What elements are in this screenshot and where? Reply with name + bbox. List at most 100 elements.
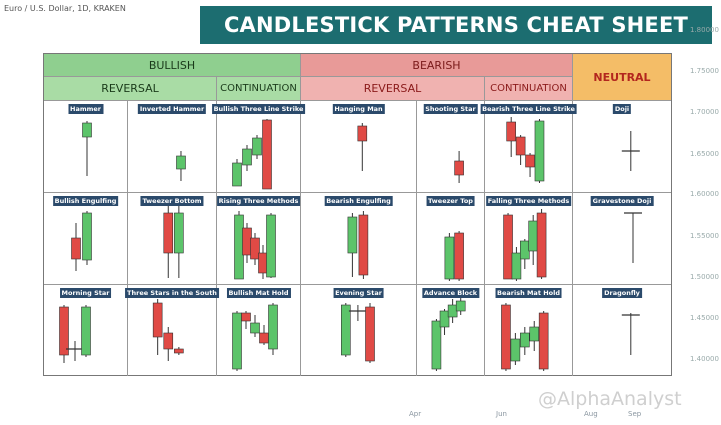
bearish-candle bbox=[241, 312, 251, 322]
pattern-cell: Gravestone Doji bbox=[573, 193, 671, 285]
price-axis: 1.80000 1.75000 1.70000 1.65000 1.60000 … bbox=[686, 0, 721, 400]
pattern-label: Rising Three Methods bbox=[216, 196, 301, 206]
bearish-candle bbox=[454, 160, 464, 176]
price-tick: 1.70000 bbox=[690, 108, 719, 116]
page-title: CANDLESTICK PATTERNS CHEAT SHEET FOR CRY… bbox=[200, 6, 712, 75]
group-bullish: BULLISH bbox=[44, 54, 301, 77]
bullish-candle bbox=[431, 320, 442, 370]
bearish-candle bbox=[357, 125, 368, 142]
bullish-candle bbox=[81, 306, 91, 356]
price-tick: 1.50000 bbox=[690, 273, 719, 281]
bullish-candle bbox=[520, 332, 530, 348]
subgroup-bullish-reversal: REVERSAL bbox=[44, 77, 217, 101]
date-tick: Sep bbox=[628, 410, 642, 418]
date-tick: Apr bbox=[409, 410, 422, 418]
price-tick: 1.65000 bbox=[690, 150, 719, 158]
pattern-cell: Doji bbox=[573, 101, 671, 193]
pattern-label: Doji bbox=[612, 104, 632, 114]
pattern-cell: Three Stars in the South bbox=[125, 285, 219, 376]
bullish-candle bbox=[268, 304, 278, 350]
pattern-cell: Morning Star bbox=[44, 285, 128, 376]
subgroup-bearish-reversal: REVERSAL bbox=[301, 77, 485, 101]
pattern-cell: Hammer bbox=[44, 101, 128, 193]
watermark-text: @AlphaAnalyst bbox=[538, 388, 682, 410]
bullish-candle bbox=[234, 214, 244, 280]
bullish-candle bbox=[439, 310, 450, 328]
pattern-cell: Evening Star bbox=[301, 285, 417, 376]
bullish-candle bbox=[510, 338, 521, 362]
bearish-candle bbox=[538, 312, 549, 370]
pattern-candles bbox=[357, 123, 368, 171]
bullish-candle bbox=[174, 212, 184, 254]
pattern-candles bbox=[454, 151, 464, 183]
bullish-candle bbox=[252, 137, 262, 156]
group-bearish: BEARISH bbox=[301, 54, 573, 77]
pattern-label: Bullish Mat Hold bbox=[226, 288, 291, 298]
pattern-candles bbox=[621, 313, 640, 355]
pattern-label: Bullish Engulfing bbox=[52, 196, 119, 206]
pattern-label: Three Stars in the South bbox=[125, 288, 219, 298]
pattern-label: Falling Three Methods bbox=[485, 196, 572, 206]
pattern-label: Bearish Three Line Strike bbox=[480, 104, 577, 114]
pattern-candles bbox=[621, 131, 640, 171]
pattern-cell: Bearish Engulfing bbox=[301, 193, 417, 285]
bearish-candle bbox=[503, 214, 513, 280]
bearish-candle bbox=[536, 212, 547, 278]
bearish-candle bbox=[163, 212, 174, 254]
bearish-candle bbox=[259, 332, 269, 344]
pattern-candles bbox=[347, 211, 369, 279]
price-tick: 1.60000 bbox=[690, 190, 719, 198]
pattern-candles bbox=[59, 305, 91, 363]
subgroup-bullish-continuation: CONTINUATION bbox=[217, 77, 301, 101]
pattern-cell: Bullish Three Line Strike bbox=[211, 101, 306, 193]
pattern-candles bbox=[232, 119, 272, 190]
bearish-candle bbox=[250, 237, 260, 260]
bullish-candle bbox=[455, 300, 466, 312]
pattern-candles bbox=[501, 303, 549, 371]
bullish-candle bbox=[340, 304, 351, 356]
pattern-label: Tweezer Bottom bbox=[140, 196, 204, 206]
bearish-candle bbox=[365, 306, 375, 362]
pattern-cell: Dragonfly bbox=[573, 285, 671, 376]
bullish-candle bbox=[447, 304, 458, 318]
pattern-cell: Tweezer Bottom bbox=[128, 193, 217, 285]
pattern-label: Hanging Man bbox=[332, 104, 385, 114]
pattern-candles bbox=[71, 211, 92, 271]
pattern-cell: Bullish Mat Hold bbox=[217, 285, 301, 376]
bearish-candle bbox=[515, 136, 526, 156]
bullish-candle bbox=[444, 236, 455, 280]
price-tick: 1.45000 bbox=[690, 314, 719, 322]
pattern-label: Bearish Mat Hold bbox=[495, 288, 562, 298]
pattern-label: Tweezer Top bbox=[426, 196, 475, 206]
bullish-candle bbox=[511, 252, 522, 280]
cheat-sheet-table: BULLISH BEARISH NEUTRAL REVERSAL CONTINU… bbox=[43, 53, 672, 376]
bullish-candle bbox=[266, 214, 276, 278]
pattern-label: Inverted Hammer bbox=[137, 104, 207, 114]
bearish-candle bbox=[163, 332, 174, 350]
pattern-label: Hammer bbox=[68, 104, 103, 114]
price-tick: 1.55000 bbox=[690, 232, 719, 240]
pattern-label: Bullish Three Line Strike bbox=[211, 104, 306, 114]
pattern-cell: Advance Block bbox=[417, 285, 485, 376]
date-tick: Aug bbox=[584, 410, 598, 418]
pattern-candles bbox=[431, 297, 466, 371]
pattern-candles bbox=[444, 231, 464, 281]
pattern-cell: Bullish Engulfing bbox=[44, 193, 128, 285]
bullish-candle bbox=[534, 120, 545, 182]
pattern-cell: Shooting Star bbox=[417, 101, 485, 193]
pattern-candles bbox=[176, 151, 186, 181]
bullish-candle bbox=[520, 240, 530, 260]
pattern-candles bbox=[506, 117, 545, 183]
bearish-candle bbox=[242, 227, 252, 256]
price-tick: 1.80000 bbox=[690, 26, 719, 34]
pattern-candles bbox=[82, 121, 92, 176]
pattern-cell: Bearish Mat Hold bbox=[485, 285, 573, 376]
bullish-candle bbox=[176, 155, 186, 170]
bearish-candle bbox=[174, 348, 184, 354]
bearish-candle bbox=[71, 237, 81, 260]
pattern-label: Advance Block bbox=[421, 288, 480, 298]
bearish-candle bbox=[258, 252, 268, 274]
chart-toolbar: Euro / U.S. Dollar, 1D, KRAKEN bbox=[0, 0, 721, 18]
pattern-label: Morning Star bbox=[59, 288, 112, 298]
bullish-candle bbox=[82, 212, 92, 261]
